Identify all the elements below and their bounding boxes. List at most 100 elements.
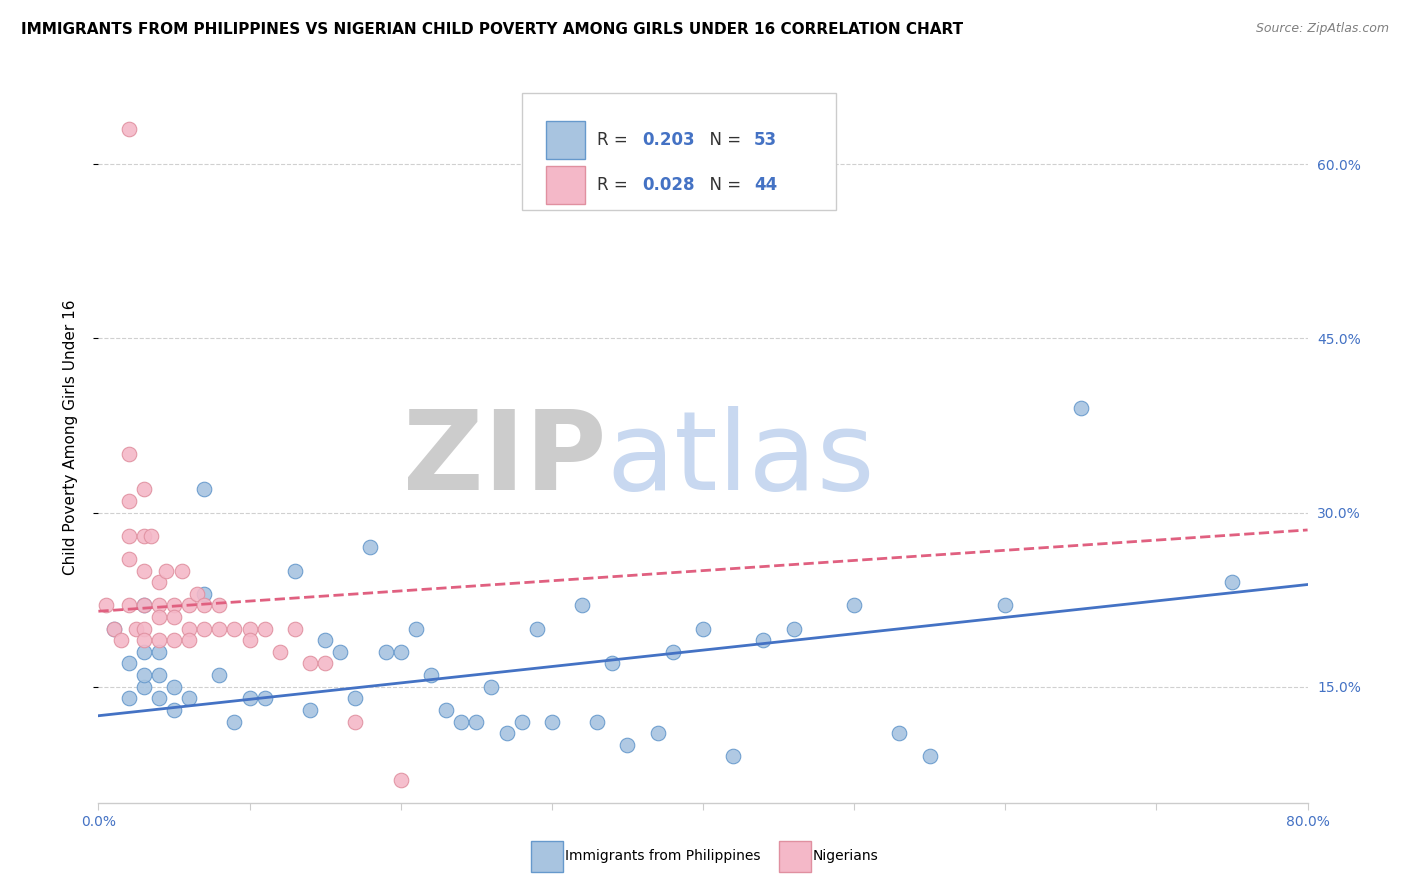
Text: Immigrants from Philippines: Immigrants from Philippines: [565, 849, 761, 863]
Point: [193, 483, 215, 497]
Text: ZIP: ZIP: [404, 406, 606, 513]
Point: [344, 691, 367, 706]
Text: R =: R =: [596, 130, 633, 149]
Point: [526, 622, 548, 636]
Point: [284, 564, 307, 578]
Point: [118, 122, 141, 136]
Point: [193, 587, 215, 601]
Point: [481, 680, 503, 694]
Point: [132, 633, 155, 648]
Point: [208, 668, 231, 682]
Point: [602, 657, 624, 671]
Text: atlas: atlas: [606, 406, 875, 513]
Point: [132, 599, 155, 613]
Point: [344, 714, 367, 729]
Text: Source: ZipAtlas.com: Source: ZipAtlas.com: [1256, 22, 1389, 36]
Point: [193, 622, 215, 636]
Point: [434, 703, 457, 717]
Point: [571, 599, 593, 613]
Point: [148, 645, 170, 659]
Point: [510, 714, 533, 729]
Text: Nigerians: Nigerians: [813, 849, 879, 863]
Point: [132, 564, 155, 578]
Point: [155, 564, 177, 578]
Point: [179, 633, 201, 648]
Point: [148, 610, 170, 624]
Point: [253, 622, 276, 636]
Point: [186, 587, 208, 601]
Point: [118, 494, 141, 508]
Point: [389, 772, 412, 787]
Point: [1070, 401, 1092, 415]
Point: [269, 645, 291, 659]
Text: R =: R =: [596, 176, 633, 194]
FancyBboxPatch shape: [522, 94, 837, 211]
Point: [374, 645, 396, 659]
Text: IMMIGRANTS FROM PHILIPPINES VS NIGERIAN CHILD POVERTY AMONG GIRLS UNDER 16 CORRE: IMMIGRANTS FROM PHILIPPINES VS NIGERIAN …: [21, 22, 963, 37]
Point: [208, 622, 231, 636]
Point: [405, 622, 427, 636]
Point: [314, 657, 336, 671]
Point: [110, 633, 132, 648]
Point: [163, 633, 186, 648]
Point: [118, 448, 141, 462]
Point: [647, 726, 669, 740]
Point: [179, 599, 201, 613]
Point: [540, 714, 562, 729]
Text: N =: N =: [699, 130, 747, 149]
Point: [148, 633, 170, 648]
Point: [450, 714, 472, 729]
Point: [299, 703, 322, 717]
Point: [752, 633, 775, 648]
Point: [94, 599, 117, 613]
Point: [118, 599, 141, 613]
Point: [224, 714, 246, 729]
Text: 44: 44: [754, 176, 778, 194]
Point: [132, 483, 155, 497]
Point: [586, 714, 609, 729]
Point: [179, 622, 201, 636]
Point: [148, 691, 170, 706]
Point: [889, 726, 911, 740]
FancyBboxPatch shape: [546, 120, 585, 159]
Point: [118, 691, 141, 706]
Point: [179, 691, 201, 706]
Point: [389, 645, 412, 659]
Point: [329, 645, 352, 659]
Point: [692, 622, 714, 636]
Point: [994, 599, 1017, 613]
Point: [239, 633, 262, 648]
Point: [193, 599, 215, 613]
Point: [163, 680, 186, 694]
Point: [1220, 575, 1243, 590]
Point: [918, 749, 941, 764]
Point: [420, 668, 443, 682]
Point: [495, 726, 517, 740]
Point: [125, 622, 148, 636]
Point: [132, 680, 155, 694]
Point: [284, 622, 307, 636]
Point: [118, 657, 141, 671]
Point: [239, 691, 262, 706]
Point: [132, 622, 155, 636]
Point: [299, 657, 322, 671]
Point: [103, 622, 125, 636]
Text: 0.028: 0.028: [643, 176, 695, 194]
Point: [170, 564, 193, 578]
Point: [661, 645, 683, 659]
Point: [141, 529, 163, 543]
FancyBboxPatch shape: [531, 841, 562, 871]
Point: [103, 622, 125, 636]
Point: [132, 668, 155, 682]
Point: [723, 749, 745, 764]
Point: [132, 529, 155, 543]
Text: N =: N =: [699, 176, 747, 194]
Point: [465, 714, 488, 729]
Point: [783, 622, 806, 636]
Point: [118, 529, 141, 543]
Point: [208, 599, 231, 613]
Y-axis label: Child Poverty Among Girls Under 16: Child Poverty Among Girls Under 16: [63, 300, 77, 574]
Point: [118, 552, 141, 566]
Point: [360, 541, 382, 555]
Point: [224, 622, 246, 636]
